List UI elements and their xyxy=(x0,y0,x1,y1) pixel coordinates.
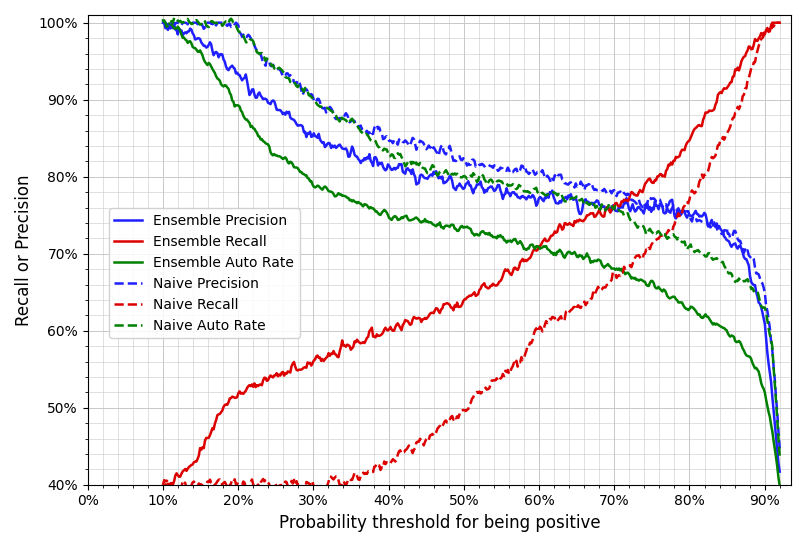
Naive Recall xyxy=(665,228,675,235)
Naive Auto Rate xyxy=(456,174,466,181)
Ensemble Auto Rate xyxy=(452,228,462,234)
Ensemble Auto Rate xyxy=(775,482,784,489)
Ensemble Recall xyxy=(775,19,784,26)
Ensemble Auto Rate xyxy=(762,397,771,403)
Line: Naive Recall: Naive Recall xyxy=(163,22,779,492)
Line: Ensemble Recall: Ensemble Recall xyxy=(163,22,779,488)
Ensemble Recall xyxy=(665,162,675,168)
Ensemble Precision xyxy=(492,184,501,191)
Ensemble Precision xyxy=(526,194,535,201)
Ensemble Auto Rate xyxy=(493,232,503,239)
Naive Recall xyxy=(315,489,325,496)
Naive Recall xyxy=(452,413,462,420)
Naive Auto Rate xyxy=(762,309,771,316)
Ensemble Precision xyxy=(760,321,770,328)
Naive Auto Rate xyxy=(526,188,536,194)
Ensemble Auto Rate xyxy=(456,223,466,230)
Ensemble Recall xyxy=(452,299,462,306)
Naive Auto Rate xyxy=(493,177,503,184)
Naive Recall xyxy=(775,19,784,26)
Ensemble Precision xyxy=(158,19,168,26)
Ensemble Precision xyxy=(455,180,464,187)
Naive Precision xyxy=(526,170,535,176)
Legend: Ensemble Precision, Ensemble Recall, Ensemble Auto Rate, Naive Precision, Naive : Ensemble Precision, Ensemble Recall, Ens… xyxy=(109,208,300,338)
Naive Precision xyxy=(451,158,461,164)
Line: Ensemble Auto Rate: Ensemble Auto Rate xyxy=(163,20,779,486)
Ensemble Recall xyxy=(762,27,771,33)
Ensemble Auto Rate xyxy=(160,17,169,24)
Ensemble Auto Rate xyxy=(665,295,675,302)
Ensemble Auto Rate xyxy=(158,17,168,24)
Naive Precision xyxy=(455,153,464,160)
Ensemble Precision xyxy=(451,187,461,193)
Ensemble Recall xyxy=(158,482,168,488)
Naive Recall xyxy=(158,481,168,488)
Naive Auto Rate xyxy=(452,171,462,177)
Naive Precision xyxy=(760,290,770,296)
Naive Auto Rate xyxy=(169,14,179,21)
Naive Recall xyxy=(493,377,503,383)
X-axis label: Probability threshold for being positive: Probability threshold for being positive xyxy=(279,514,600,532)
Naive Precision xyxy=(775,445,784,452)
Ensemble Precision xyxy=(663,202,673,208)
Naive Precision xyxy=(492,165,501,172)
Naive Recall xyxy=(762,27,771,33)
Ensemble Recall xyxy=(493,281,503,288)
Naive Precision xyxy=(663,207,673,214)
Naive Recall xyxy=(456,408,466,414)
Ensemble Recall xyxy=(526,252,536,259)
Ensemble Precision xyxy=(775,468,784,475)
Naive Precision xyxy=(158,19,168,26)
Line: Naive Auto Rate: Naive Auto Rate xyxy=(163,18,779,456)
Line: Naive Precision: Naive Precision xyxy=(163,22,779,449)
Ensemble Recall xyxy=(767,19,777,26)
Ensemble Auto Rate xyxy=(526,241,536,248)
Naive Auto Rate xyxy=(158,19,168,26)
Ensemble Recall xyxy=(456,303,466,310)
Ensemble Recall xyxy=(160,485,169,491)
Naive Auto Rate xyxy=(665,234,675,241)
Naive Recall xyxy=(772,19,782,26)
Naive Recall xyxy=(526,340,536,346)
Y-axis label: Recall or Precision: Recall or Precision xyxy=(15,174,33,325)
Line: Ensemble Precision: Ensemble Precision xyxy=(163,22,779,472)
Naive Auto Rate xyxy=(775,453,784,459)
